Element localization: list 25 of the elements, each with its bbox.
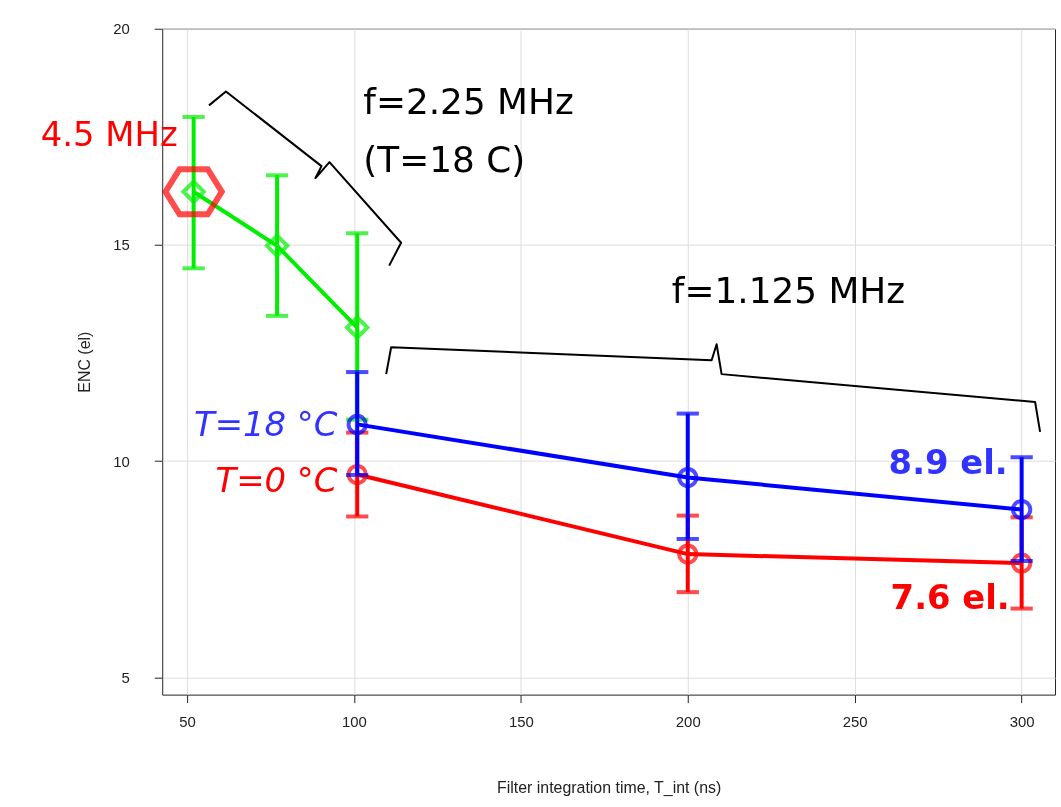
annotation: f=1.125 MHz <box>671 270 906 312</box>
x-tick-label: 200 <box>675 712 701 730</box>
x-tick-label: 300 <box>1009 712 1035 730</box>
annotation: 8.9 el. <box>888 442 1008 482</box>
x-axis-title: Filter integration time, T_int (ns) <box>497 778 722 797</box>
y-tick-label: 5 <box>121 668 130 686</box>
annotation: 7.6 el. <box>890 577 1010 617</box>
y-tick-label: 15 <box>113 236 130 254</box>
annotation: (T=18 C) <box>363 139 526 181</box>
y-tick-label: 10 <box>113 452 130 470</box>
point <box>677 543 699 565</box>
x-tick-label: 50 <box>179 712 196 730</box>
annotation: f=2.25 MHz <box>363 81 574 123</box>
y-tick-label: 20 <box>113 20 130 38</box>
annotation: T=18 °C <box>193 405 338 445</box>
y-axis-title: ENC (el) <box>76 331 94 393</box>
x-tick-label: 100 <box>341 712 367 730</box>
x-tick-label: 250 <box>842 712 868 730</box>
point <box>346 413 368 435</box>
point <box>677 466 699 489</box>
point <box>345 315 370 340</box>
point <box>1011 498 1033 521</box>
point <box>264 233 290 258</box>
x-tick-label: 150 <box>508 712 534 730</box>
annotation: T=0 °C <box>215 461 338 501</box>
